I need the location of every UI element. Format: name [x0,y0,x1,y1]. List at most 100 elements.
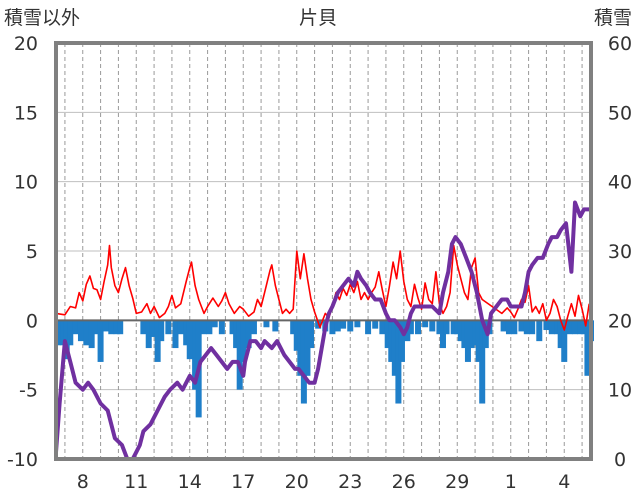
precipitation-bar [584,320,591,376]
precipitation-bar [177,320,184,335]
precipitation-bar [468,320,475,349]
left-tick-label: 15 [14,102,38,124]
left-tick-label: 5 [26,241,38,263]
precipitation-bar [529,320,536,335]
precipitation-bar [113,320,120,335]
precipitation-bar [117,320,124,335]
right-tick-label: 10 [608,380,632,402]
precipitation-bar [347,320,354,332]
x-tick-label: 20 [285,471,309,493]
precipitation-bar [304,320,311,376]
precipitation-bar [500,320,507,332]
right-axis-label: 積雪 [594,7,632,29]
precipitation-bar [308,320,315,349]
precipitation-bar [77,320,84,342]
precipitation-bar [297,320,304,376]
precipitation-bar [149,320,156,337]
left-axis-ticks: 20 15 10 5 0 -5 -10 [7,33,38,471]
precipitation-bar [354,320,361,328]
precipitation-bar [140,320,147,335]
precipitation-bar [580,320,587,335]
precipitation-bar [379,320,386,335]
precipitation-bar [577,320,584,335]
precipitation-bar [329,320,336,335]
precipitation-bar [518,320,525,332]
precipitation-bar [415,320,422,335]
left-axis-label: 積雪以外 [4,7,80,29]
precipitation-bar [566,320,573,335]
precipitation-bar [88,320,95,349]
precipitation-bar [439,320,446,349]
precipitation-bar [505,320,512,335]
x-tick-label: 4 [558,471,570,493]
precipitation-bar [67,320,74,346]
precipitation-bar [293,320,300,351]
x-tick-label: 11 [124,471,148,493]
precipitation-bar [340,320,347,329]
precipitation-bar [183,320,190,346]
precipitation-bar [523,320,530,335]
x-tick-label: 8 [77,471,89,493]
precipitation-bar [186,320,193,360]
precipitation-bar [97,320,104,362]
precipitation-bar [475,320,482,362]
precipitation-bar [536,320,543,342]
right-tick-label: 20 [608,310,632,332]
precipitation-bar [63,320,70,360]
left-tick-label: 10 [14,172,38,194]
precipitation-bar [240,320,247,362]
precipitation-bar [543,320,550,331]
precipitation-bar [464,320,471,362]
precipitation-bar [571,320,578,335]
precipitation-bar [557,320,564,349]
precipitation-bar [365,320,372,335]
right-tick-label: 50 [608,102,632,124]
precipitation-bar [429,320,436,332]
precipitation-bars [54,320,594,418]
precipitation-bar [384,320,391,349]
precipitation-bar [158,320,165,342]
precipitation-bar [436,320,443,335]
x-tick-label: 1 [505,471,517,493]
right-tick-label: 30 [608,241,632,263]
x-axis-ticks: 8 11 14 17 20 23 26 29 1 4 [77,471,571,493]
precipitation-bar [218,320,225,335]
precipitation-bar [250,320,257,335]
precipitation-bar [443,320,450,335]
precipitation-bar [548,320,555,335]
precipitation-bar [334,320,341,332]
precipitation-bar [94,320,101,335]
precipitation-bar [102,320,109,332]
precipitation-bar [272,320,279,332]
precipitation-bar [236,320,243,390]
precipitation-bar [479,320,486,404]
precipitation-bar [395,320,402,404]
x-tick-label: 29 [445,471,469,493]
precipitation-bar [561,320,568,362]
precipitation-bar [83,320,90,346]
precipitation-bar [391,320,398,376]
precipitation-bar [145,320,152,349]
precipitation-bar [154,320,161,362]
precipitation-bar [245,320,252,349]
left-tick-label: -10 [7,449,38,471]
precipitation-bar [72,320,79,335]
precipitation-bar [229,320,236,335]
precipitation-bar [300,320,307,404]
precipitation-bar [108,320,115,335]
precipitation-bar [461,320,468,349]
precipitation-bar [398,320,405,362]
x-tick-label: 23 [338,471,362,493]
right-tick-label: 60 [608,33,632,55]
x-tick-label: 26 [392,471,416,493]
precipitation-bar [422,320,429,328]
precipitation-bar [290,320,297,335]
precipitation-bar [388,320,395,362]
snow-depth-series-line [54,200,592,461]
right-tick-label: 0 [614,449,626,471]
chart-title: 片貝 [299,7,337,29]
precipitation-bar [60,320,67,346]
left-tick-label: 20 [14,33,38,55]
precipitation-bar [407,320,414,335]
